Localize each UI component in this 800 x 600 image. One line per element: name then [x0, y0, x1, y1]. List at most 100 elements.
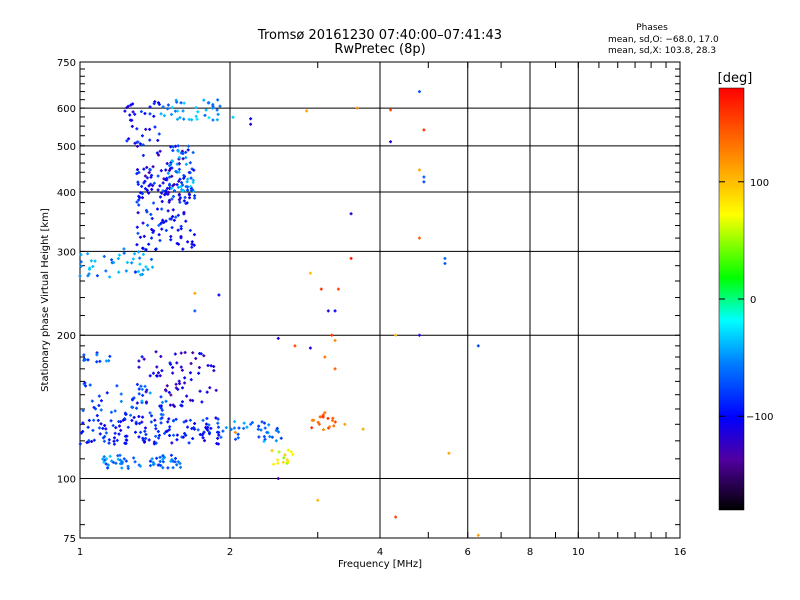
data-point: [154, 427, 158, 431]
data-point: [135, 243, 139, 247]
data-point: [181, 157, 185, 161]
data-point: [171, 371, 175, 375]
data-point: [249, 117, 253, 121]
data-point: [184, 219, 188, 223]
data-point: [178, 461, 182, 465]
data-point: [308, 271, 312, 275]
data-point: [208, 386, 212, 390]
data-point: [164, 389, 168, 393]
data-point: [95, 360, 99, 364]
data-point: [174, 417, 178, 421]
data-point: [88, 383, 92, 387]
data-point: [148, 374, 152, 378]
data-point: [148, 167, 152, 171]
data-point: [422, 128, 426, 132]
data-point: [190, 188, 194, 192]
data-point: [186, 240, 190, 244]
data-point: [187, 117, 191, 121]
data-point: [138, 262, 142, 266]
x-tick-label: 6: [465, 547, 471, 558]
y-tick-label: 200: [57, 331, 76, 342]
data-point: [217, 430, 221, 434]
data-point: [326, 416, 330, 420]
data-point: [136, 180, 140, 184]
data-point: [242, 421, 246, 425]
data-point: [422, 175, 426, 179]
data-point: [144, 400, 148, 404]
data-point: [180, 368, 184, 372]
data-point: [286, 448, 290, 452]
data-point: [165, 176, 169, 180]
data-point: [202, 98, 206, 102]
data-point: [117, 432, 121, 436]
data-point: [183, 431, 187, 435]
data-point: [130, 124, 134, 128]
data-point: [97, 394, 101, 398]
data-point: [221, 429, 225, 433]
data-point: [171, 184, 175, 188]
data-point: [156, 429, 160, 433]
data-point: [138, 421, 142, 425]
data-point: [79, 264, 83, 268]
data-point: [142, 357, 146, 361]
data-point: [137, 387, 141, 391]
data-point: [193, 422, 197, 426]
data-point: [195, 117, 199, 121]
data-point: [102, 455, 106, 459]
data-point: [178, 196, 182, 200]
data-point: [135, 382, 139, 386]
data-point: [159, 395, 163, 399]
data-point: [138, 235, 142, 239]
data-point: [310, 426, 314, 430]
data-point: [147, 184, 151, 188]
data-point: [161, 105, 165, 109]
data-point: [263, 437, 267, 441]
data-point: [142, 440, 146, 444]
data-point: [349, 212, 353, 216]
data-point: [216, 442, 220, 446]
data-point: [212, 369, 216, 373]
data-points: [78, 90, 480, 537]
data-point: [137, 198, 141, 202]
data-point: [171, 459, 175, 463]
data-point: [104, 269, 108, 273]
data-point: [214, 388, 218, 392]
data-point: [175, 438, 179, 442]
data-point: [154, 434, 158, 438]
data-point: [171, 419, 175, 423]
data-point: [148, 127, 152, 131]
stats-heading: Phases: [636, 23, 668, 33]
data-point: [158, 195, 162, 199]
data-point: [160, 191, 164, 195]
data-point: [139, 110, 143, 114]
data-point: [274, 428, 278, 432]
data-point: [215, 118, 219, 122]
data-point: [175, 241, 179, 245]
data-point: [180, 386, 184, 390]
data-point: [115, 384, 119, 388]
data-point: [134, 422, 138, 426]
data-point: [281, 460, 285, 464]
data-point: [149, 257, 153, 261]
data-point: [157, 132, 161, 136]
data-point: [190, 427, 194, 431]
data-point: [293, 344, 297, 348]
data-point: [128, 118, 132, 122]
data-point: [172, 433, 176, 437]
data-point: [214, 416, 218, 420]
data-point: [101, 457, 105, 461]
data-point: [389, 108, 393, 112]
data-point: [170, 458, 174, 462]
data-point: [171, 145, 175, 149]
stats-o-mode: mean, sd,O: −68.0, 17.0: [608, 35, 719, 45]
data-point: [332, 424, 336, 428]
data-point: [333, 338, 337, 342]
data-point: [179, 365, 183, 369]
data-point: [178, 116, 182, 120]
data-point: [150, 187, 154, 191]
data-point: [136, 270, 140, 274]
data-point: [172, 218, 176, 222]
data-point: [174, 382, 178, 386]
data-point: [178, 200, 182, 204]
x-tick-label: 8: [527, 547, 533, 558]
